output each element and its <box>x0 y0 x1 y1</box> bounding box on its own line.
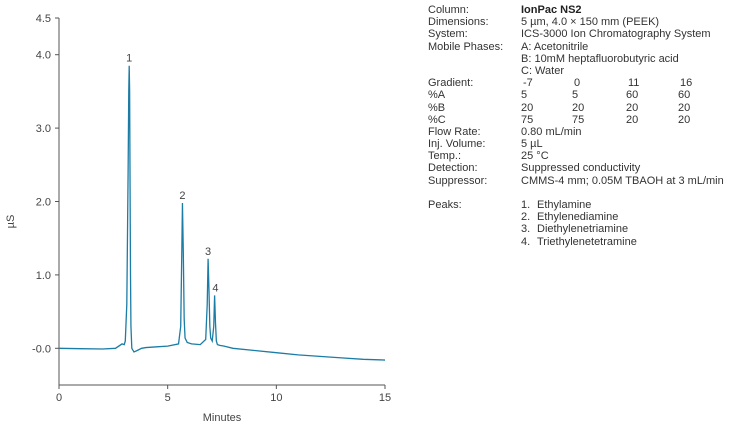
y-tick-label: 3.0 <box>36 123 51 135</box>
list-item: 2. Ethylenediamine <box>521 211 746 223</box>
list-item: 1. Ethylamine <box>521 199 746 211</box>
temp-row: Temp.: 25 °C <box>428 150 746 162</box>
gradient-time: 16 <box>680 77 693 90</box>
gradient-time: -7 <box>523 77 533 90</box>
mobile-phases-row: Mobile Phases: A: Acetonitrile <box>428 41 746 53</box>
pct-a-value: 60 <box>678 89 691 102</box>
mobile-phase-b: B: 10mM heptafluorobutyric acid <box>521 52 679 65</box>
y-tick-label: 2.0 <box>36 197 51 209</box>
mobile-phase-c: C: Water <box>521 64 564 77</box>
dimensions-value: 5 µm, 4.0 × 150 mm (PEEK) <box>521 16 660 29</box>
gradient-row: Gradient: -7 0 11 16 <box>428 77 746 89</box>
system-value: ICS-3000 Ion Chromatography System <box>521 28 711 41</box>
chromatography-conditions: Column: IonPac NS2 Dimensions: 5 µm, 4.0… <box>428 4 746 248</box>
pct-b-label: %B <box>428 101 446 114</box>
x-tick-label: 15 <box>379 392 391 404</box>
peaks-label: Peaks: <box>428 199 462 211</box>
chromatogram-chart: 0 5 10 15 -0.0 1.0 2.0 3.0 4.0 4.5 1 2 3 4 Minutes µ… <box>5 13 391 424</box>
y-tick-label: 4.0 <box>36 50 51 62</box>
inj-volume-value: 5 µL <box>521 138 543 151</box>
flow-rate-value: 0.80 mL/min <box>521 125 582 138</box>
gradient-time: 0 <box>574 77 581 90</box>
pct-c-value: 20 <box>678 113 691 126</box>
pct-c-label: %C <box>428 113 446 126</box>
mobile-phase-b-row: B: 10mM heptafluorobutyric acid <box>428 53 746 65</box>
y-tick-label: 1.0 <box>36 270 51 282</box>
flow-rate-row: Flow Rate: 0.80 mL/min <box>428 126 746 138</box>
peak-name: Ethylamine <box>537 199 592 211</box>
column-row: Column: IonPac NS2 <box>428 4 746 16</box>
gradient-label: Gradient: <box>428 77 474 90</box>
y-tick-label: -0.0 <box>32 343 51 355</box>
x-tick-label: 10 <box>270 392 282 404</box>
y-tick-label: 4.5 <box>36 13 51 25</box>
pct-b-row: %B 20 20 20 20 <box>428 102 746 114</box>
peak-label: 1 <box>126 53 132 65</box>
pct-b-value: 20 <box>521 101 534 114</box>
pct-c-value: 75 <box>521 113 534 126</box>
mobile-phase-a: A: Acetonitrile <box>521 40 589 53</box>
peak-label: 4 <box>212 282 218 294</box>
list-item: 3. Diethylenetriamine <box>521 223 746 235</box>
inj-volume-row: Inj. Volume: 5 µL <box>428 138 746 150</box>
pct-c-row: %C 75 75 20 20 <box>428 114 746 126</box>
gradient-time: 11 <box>628 77 640 90</box>
peak-name: Ethylenediamine <box>537 211 619 224</box>
peak-name: Triethylenetetramine <box>537 235 637 248</box>
peaks-row: Peaks: 1. Ethylamine 2. Ethylenediamine … <box>428 199 746 248</box>
y-axis-title: µS <box>5 215 17 229</box>
suppressor-label: Suppressor: <box>428 174 488 187</box>
mobile-phase-c-row: C: Water <box>428 65 746 77</box>
detection-label: Detection: <box>428 162 478 175</box>
peak-number: 2. <box>521 211 531 224</box>
inj-volume-label: Inj. Volume: <box>428 138 486 151</box>
dimensions-row: Dimensions: 5 µm, 4.0 × 150 mm (PEEK) <box>428 16 746 28</box>
pct-c-value: 75 <box>572 113 585 126</box>
pct-a-value: 60 <box>626 89 639 102</box>
system-row: System: ICS-3000 Ion Chromatography Syst… <box>428 28 746 40</box>
pct-b-value: 20 <box>678 101 691 114</box>
column-label: Column: <box>428 4 469 16</box>
suppressor-value: CMMS-4 mm; 0.05M TBAOH at 3 mL/min <box>521 174 724 187</box>
pct-b-value: 20 <box>626 101 639 114</box>
detection-value: Suppressed conductivity <box>521 162 641 175</box>
temp-value: 25 °C <box>521 150 549 163</box>
pct-b-value: 20 <box>572 101 585 114</box>
axis-ticks: 0 5 10 15 -0.0 1.0 2.0 3.0 4.0 4.5 <box>32 13 391 404</box>
chromatogram-trace <box>58 65 386 361</box>
x-tick-label: 5 <box>165 392 171 404</box>
peak-number: 3. <box>521 223 531 236</box>
list-item: 4. Triethylenetetramine <box>521 236 746 248</box>
peak-name: Diethylenetriamine <box>537 223 629 236</box>
peak-label: 3 <box>205 246 211 258</box>
axes <box>58 18 385 386</box>
pct-a-value: 5 <box>572 89 579 102</box>
pct-a-value: 5 <box>521 89 528 102</box>
peak-label: 2 <box>179 190 185 202</box>
column-value: IonPac NS2 <box>521 4 582 16</box>
suppressor-row: Suppressor: CMMS-4 mm; 0.05M TBAOH at 3 … <box>428 175 746 187</box>
detection-row: Detection: Suppressed conductivity <box>428 162 746 174</box>
dimensions-label: Dimensions: <box>428 16 489 29</box>
x-axis-title: Minutes <box>203 412 242 424</box>
temp-label: Temp.: <box>428 150 462 163</box>
peak-labels: 1 2 3 4 <box>126 53 218 295</box>
mobile-phases-label: Mobile Phases: <box>428 40 504 53</box>
peak-number: 4. <box>521 235 531 248</box>
flow-rate-label: Flow Rate: <box>428 125 481 138</box>
system-label: System: <box>428 28 468 41</box>
x-tick-label: 0 <box>56 392 62 404</box>
pct-a-label: %A <box>428 89 446 102</box>
peak-number: 1. <box>521 199 531 211</box>
pct-a-row: %A 5 5 60 60 <box>428 89 746 101</box>
pct-c-value: 20 <box>626 113 639 126</box>
peak-list: 1. Ethylamine 2. Ethylenediamine 3. Diet… <box>521 199 746 248</box>
